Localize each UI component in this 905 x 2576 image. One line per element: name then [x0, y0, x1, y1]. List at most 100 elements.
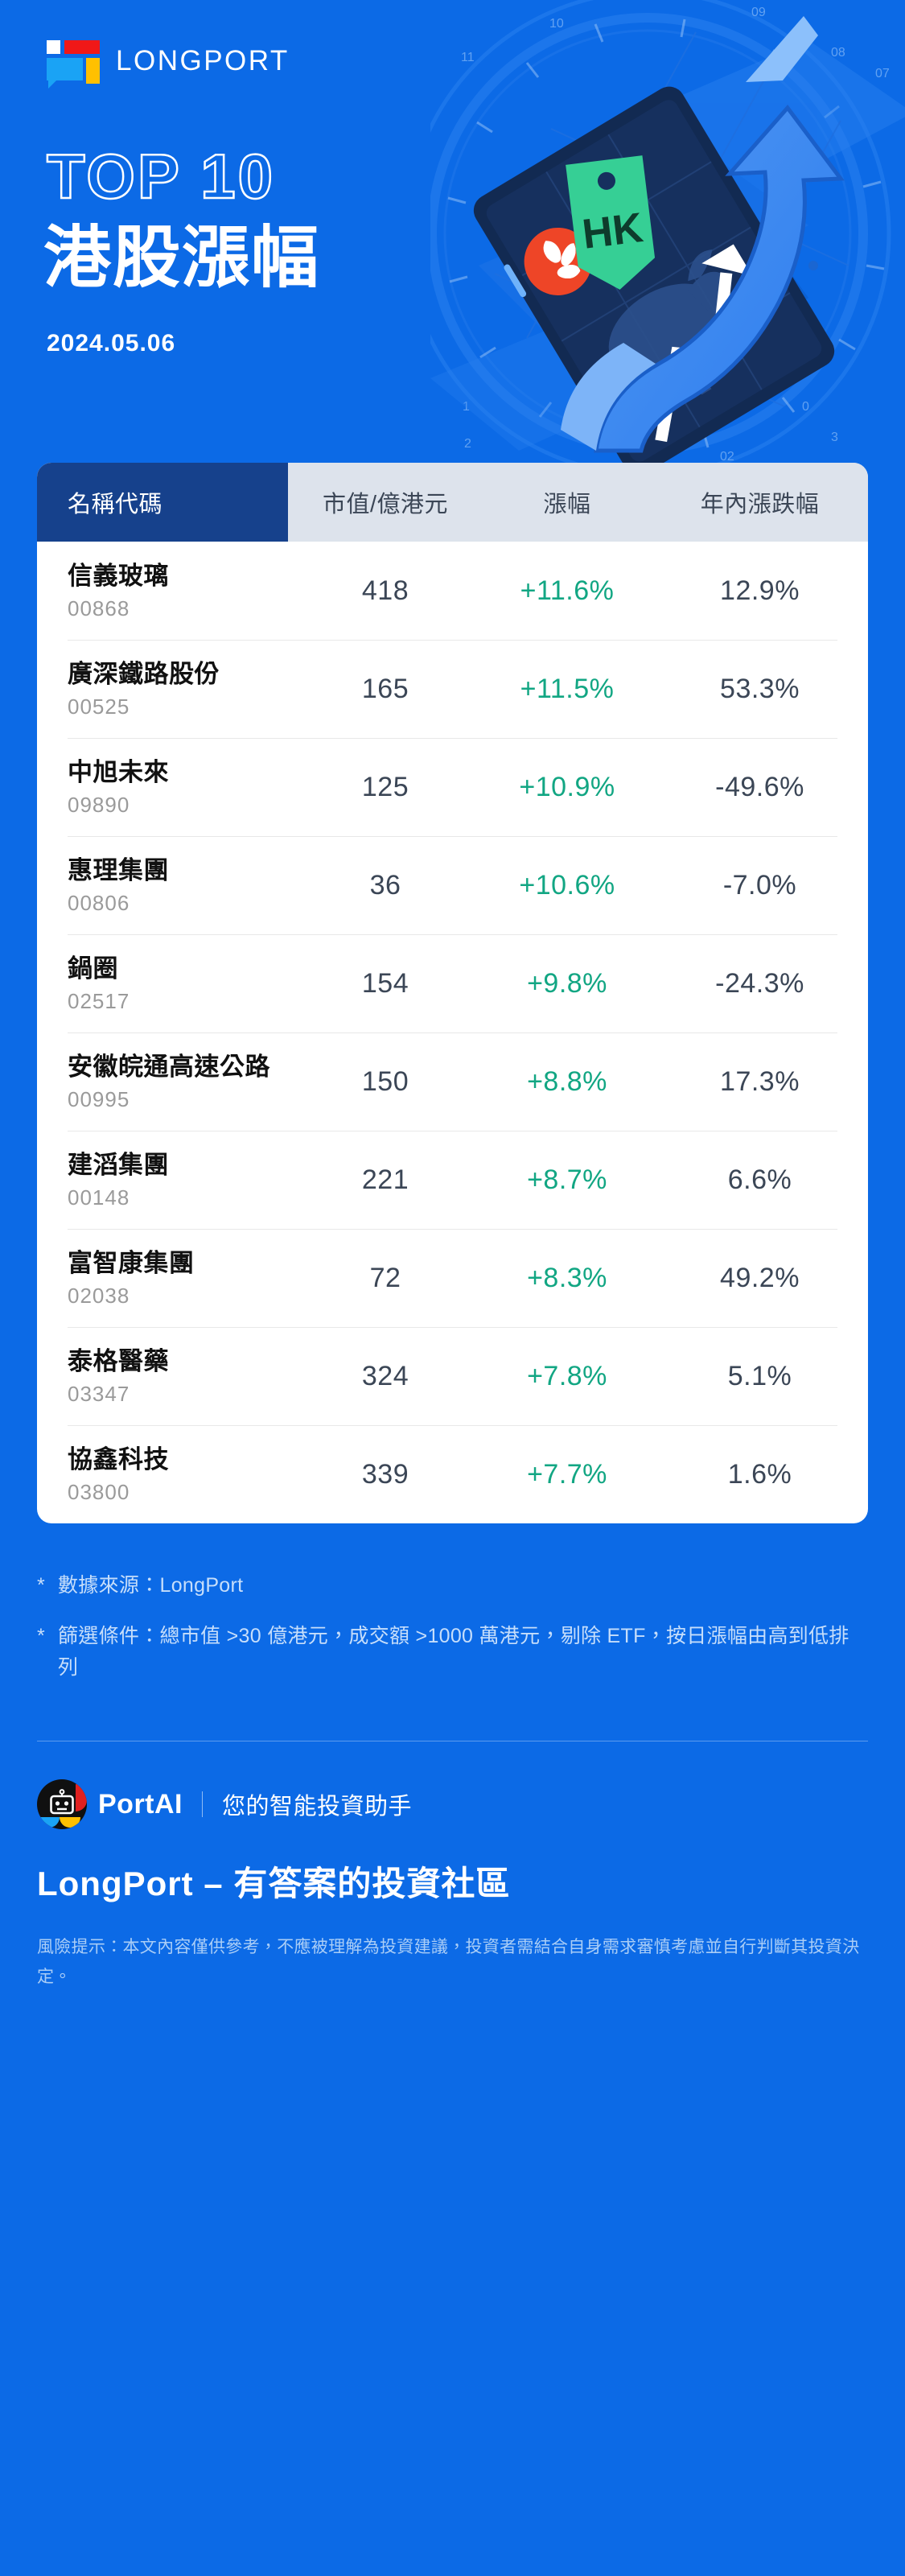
column-header-ytd: 年內漲跌幅: [700, 492, 820, 517]
svg-text:08: 08: [831, 46, 845, 60]
column-header-market-cap: 市值/億港元: [322, 492, 449, 517]
column-header-change: 漲幅: [543, 492, 591, 517]
brand: LONGPORT: [47, 39, 290, 89]
stock-code: 09890: [68, 793, 130, 818]
table-row[interactable]: 鍋圈 02517 154 +9.8% -24.3%: [37, 934, 868, 1032]
cell-name: 富智康集團 02038: [37, 1247, 288, 1309]
portai-row[interactable]: PortAI 您的智能投資助手: [37, 1779, 868, 1829]
cell-name: 協鑫科技 03800: [37, 1444, 288, 1505]
cell-ytd: 1.6%: [727, 1458, 792, 1490]
logo-square-white: [47, 40, 60, 54]
stock-name: 富智康集團: [68, 1248, 195, 1277]
portai-tagline: 您的智能投資助手: [222, 1794, 413, 1820]
table-row[interactable]: 泰格醫藥 03347 324 +7.8% 5.1%: [37, 1327, 868, 1425]
cell-market-cap: 125: [361, 771, 409, 802]
cell-change: +11.5%: [520, 673, 615, 704]
table-body: 信義玻璃 00868 418 +11.6% 12.9% 廣深鐵路股份 00525 165 +11…: [37, 542, 868, 1523]
cell-ytd: 53.3%: [720, 673, 800, 704]
portai-arc-blue: [39, 1817, 60, 1828]
stock-name: 鍋圈: [68, 954, 118, 983]
table-row[interactable]: 廣深鐵路股份 00525 165 +11.5% 53.3%: [37, 640, 868, 738]
svg-text:2: 2: [464, 437, 471, 451]
stock-code: 00525: [68, 694, 130, 719]
cell-name: 鍋圈 02517: [37, 953, 288, 1014]
portai-robot-icon: [37, 1779, 87, 1829]
hero-section: 11 10 09 08 07 1 2 0 3 02: [0, 0, 905, 463]
cell-ytd: 12.9%: [720, 575, 800, 606]
table-row[interactable]: 信義玻璃 00868 418 +11.6% 12.9%: [37, 542, 868, 640]
cell-market-cap: 339: [361, 1458, 409, 1490]
cell-change: +8.8%: [527, 1065, 607, 1097]
cell-name: 泰格醫藥 03347: [37, 1346, 288, 1407]
cell-ytd: -49.6%: [715, 771, 804, 802]
cell-ytd: 17.3%: [720, 1065, 800, 1097]
cell-name: 中旭未來 09890: [37, 756, 288, 818]
cell-ytd: -24.3%: [715, 967, 804, 999]
stock-name: 廣深鐵路股份: [68, 659, 220, 688]
stock-code: 00148: [68, 1185, 130, 1210]
footnote-source: * 數據來源：LongPort: [37, 1570, 868, 1601]
footer-headline: LongPort – 有答案的投資社區: [37, 1865, 511, 1902]
cell-change: +7.8%: [527, 1360, 607, 1391]
cell-market-cap: 36: [369, 869, 401, 901]
portai-arc-yellow: [60, 1817, 80, 1828]
brand-name: LONGPORT: [116, 45, 290, 76]
stock-name: 中旭未來: [68, 757, 169, 786]
cell-market-cap: 72: [369, 1262, 401, 1293]
cell-name: 建滔集團 00148: [37, 1149, 288, 1210]
stock-code: 03800: [68, 1480, 130, 1505]
stock-code: 00806: [68, 891, 130, 916]
stock-code: 00995: [68, 1087, 130, 1112]
portai-separator: [202, 1791, 203, 1817]
cell-name: 安徽皖通高速公路 00995: [37, 1051, 288, 1112]
cell-market-cap: 165: [361, 673, 409, 704]
logo-square-yellow: [86, 58, 100, 84]
cell-change: +10.9%: [519, 771, 615, 802]
cell-market-cap: 221: [361, 1164, 409, 1195]
stock-code: 00868: [68, 596, 130, 621]
stock-name: 信義玻璃: [68, 561, 169, 590]
svg-text:3: 3: [831, 431, 838, 444]
hero-date: 2024.05.06: [47, 330, 176, 357]
stock-code: 03347: [68, 1382, 130, 1407]
footnote-criteria-text: 篩選條件：總市值 >30 億港元，成交額 >1000 萬港元，剔除 ETF，按日…: [58, 1624, 849, 1679]
footnote-source-text: 數據來源：LongPort: [58, 1574, 244, 1597]
footnote-star: *: [37, 1624, 46, 1647]
cell-market-cap: 154: [361, 967, 409, 999]
svg-text:HK: HK: [580, 204, 646, 258]
cell-market-cap: 150: [361, 1065, 409, 1097]
cell-change: +8.3%: [527, 1262, 607, 1293]
table-row[interactable]: 安徽皖通高速公路 00995 150 +8.8% 17.3%: [37, 1032, 868, 1131]
svg-text:07: 07: [875, 67, 890, 80]
cell-ytd: 49.2%: [720, 1262, 800, 1293]
table-row[interactable]: 建滔集團 00148 221 +8.7% 6.6%: [37, 1131, 868, 1229]
table-header-row: 名稱代碼 市值/億港元 漲幅 年內漲跌幅: [37, 463, 868, 542]
stock-code: 02517: [68, 989, 130, 1014]
cell-ytd: -7.0%: [722, 869, 797, 901]
table-row[interactable]: 富智康集團 02038 72 +8.3% 49.2%: [37, 1229, 868, 1327]
table-row[interactable]: 中旭未來 09890 125 +10.9% -49.6%: [37, 738, 868, 836]
cell-name: 廣深鐵路股份 00525: [37, 658, 288, 719]
column-header-name: 名稱代碼: [37, 463, 288, 542]
svg-text:1: 1: [463, 400, 470, 414]
table-row[interactable]: 協鑫科技 03800 339 +7.7% 1.6%: [37, 1425, 868, 1523]
stock-name: 協鑫科技: [68, 1445, 169, 1473]
footer-disclaimer: 風險提示：本文內容僅供參考，不應被理解為投資建議，投資者需結合自身需求審慎考慮並…: [37, 1938, 860, 1986]
cell-change: +9.8%: [527, 967, 607, 999]
logo-bubble-blue: [47, 58, 83, 89]
stock-name: 惠理集團: [68, 855, 169, 884]
portai-arc-red: [76, 1784, 87, 1811]
table-row[interactable]: 惠理集團 00806 36 +10.6% -7.0%: [37, 836, 868, 934]
portai-name: PortAI: [98, 1788, 183, 1820]
svg-text:10: 10: [549, 17, 564, 31]
cell-ytd: 6.6%: [727, 1164, 792, 1195]
cell-change: +7.7%: [527, 1458, 607, 1490]
stock-name: 泰格醫藥: [68, 1346, 169, 1375]
svg-text:02: 02: [720, 450, 734, 463]
cell-name: 信義玻璃 00868: [37, 560, 288, 621]
footer: PortAI 您的智能投資助手 LongPort – 有答案的投資社區 風險提示…: [37, 1779, 868, 1993]
cell-market-cap: 324: [361, 1360, 409, 1391]
footnote-criteria: * 篩選條件：總市值 >30 億港元，成交額 >1000 萬港元，剔除 ETF，…: [37, 1621, 868, 1684]
stock-name: 安徽皖通高速公路: [68, 1052, 270, 1081]
